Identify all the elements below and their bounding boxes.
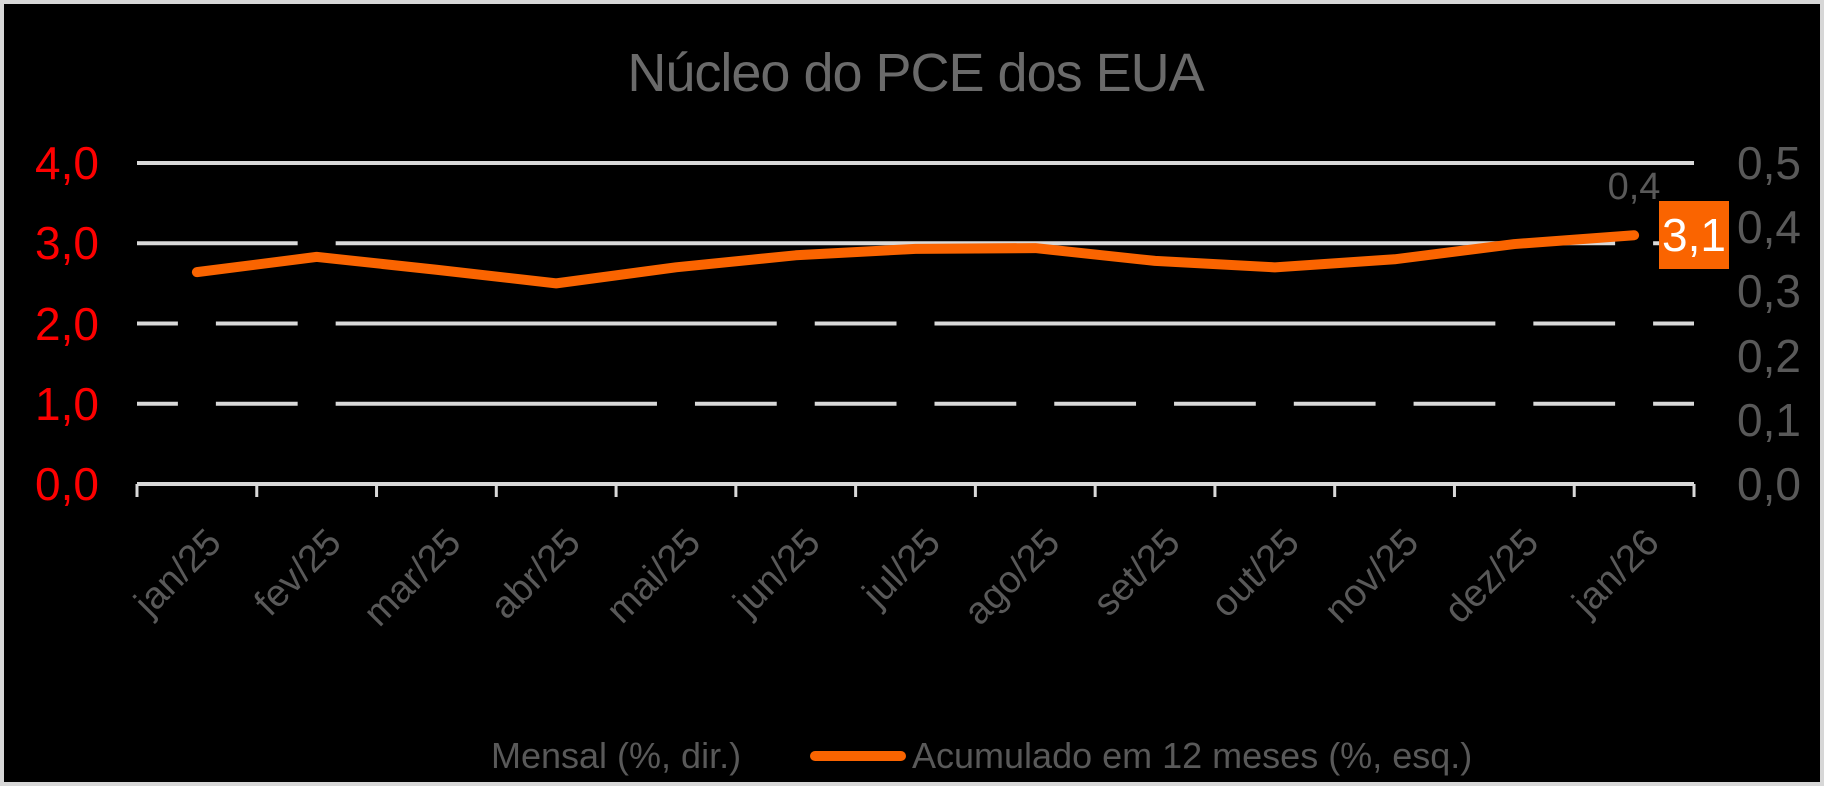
left-axis-label-0,0: 0,0 [35, 458, 99, 510]
right-axis-label-0,0: 0,0 [1737, 458, 1801, 510]
right-axis-label-0,3: 0,3 [1737, 265, 1801, 318]
acumulado-legend-line-marker [810, 751, 906, 761]
acumulado-legend-label: Acumulado em 12 meses (%, esq.) [912, 735, 1473, 776]
left-axis-label-3,0: 3,0 [35, 217, 99, 270]
acumulado-last-value-badge: 3,1 [1659, 201, 1729, 269]
right-axis-label-0,5: 0,5 [1737, 137, 1801, 189]
chart-title: Núcleo do PCE dos EUA [627, 43, 1204, 103]
left-axis-label-1,0: 1,0 [35, 377, 99, 430]
plot-area [135, 161, 1696, 497]
mensal-bar-fev/25 [297, 227, 336, 484]
mensal-bar-jun/25 [776, 291, 815, 484]
right-axis-label-0,1: 0,1 [1737, 393, 1801, 446]
mensal-bar-set/25 [1136, 355, 1175, 484]
mensal-bar-nov/25 [1375, 355, 1414, 484]
left-axis-label-2,0: 2,0 [35, 297, 99, 350]
right-axis-label-0,4: 0,4 [1737, 201, 1801, 254]
left-axis-label-4,0: 4,0 [35, 137, 99, 189]
right-axis-label-0,2: 0,2 [1737, 329, 1801, 382]
mensal-legend-swatch [444, 746, 482, 768]
mensal-bar-jan/25 [177, 291, 216, 484]
acumulado-line [191, 230, 1640, 289]
mensal-bar-dez/25 [1495, 291, 1534, 484]
mensal-legend-label: Mensal (%, dir.) [491, 735, 742, 776]
mensal-last-value-label: 0,4 [1607, 166, 1661, 208]
mensal-bar-jan/26 [1615, 227, 1654, 484]
mensal-bar-jul/25 [896, 291, 935, 484]
mensal-bar-mai/25 [656, 355, 695, 484]
mensal-bar-abr/25 [537, 419, 576, 484]
mensal-bar-mar/25 [417, 419, 456, 484]
mensal-bar-ago/25 [1016, 355, 1055, 484]
legend: Mensal (%, dir.) Acumulado em 12 meses (… [4, 732, 1820, 782]
mensal-bar-out/25 [1255, 355, 1294, 484]
